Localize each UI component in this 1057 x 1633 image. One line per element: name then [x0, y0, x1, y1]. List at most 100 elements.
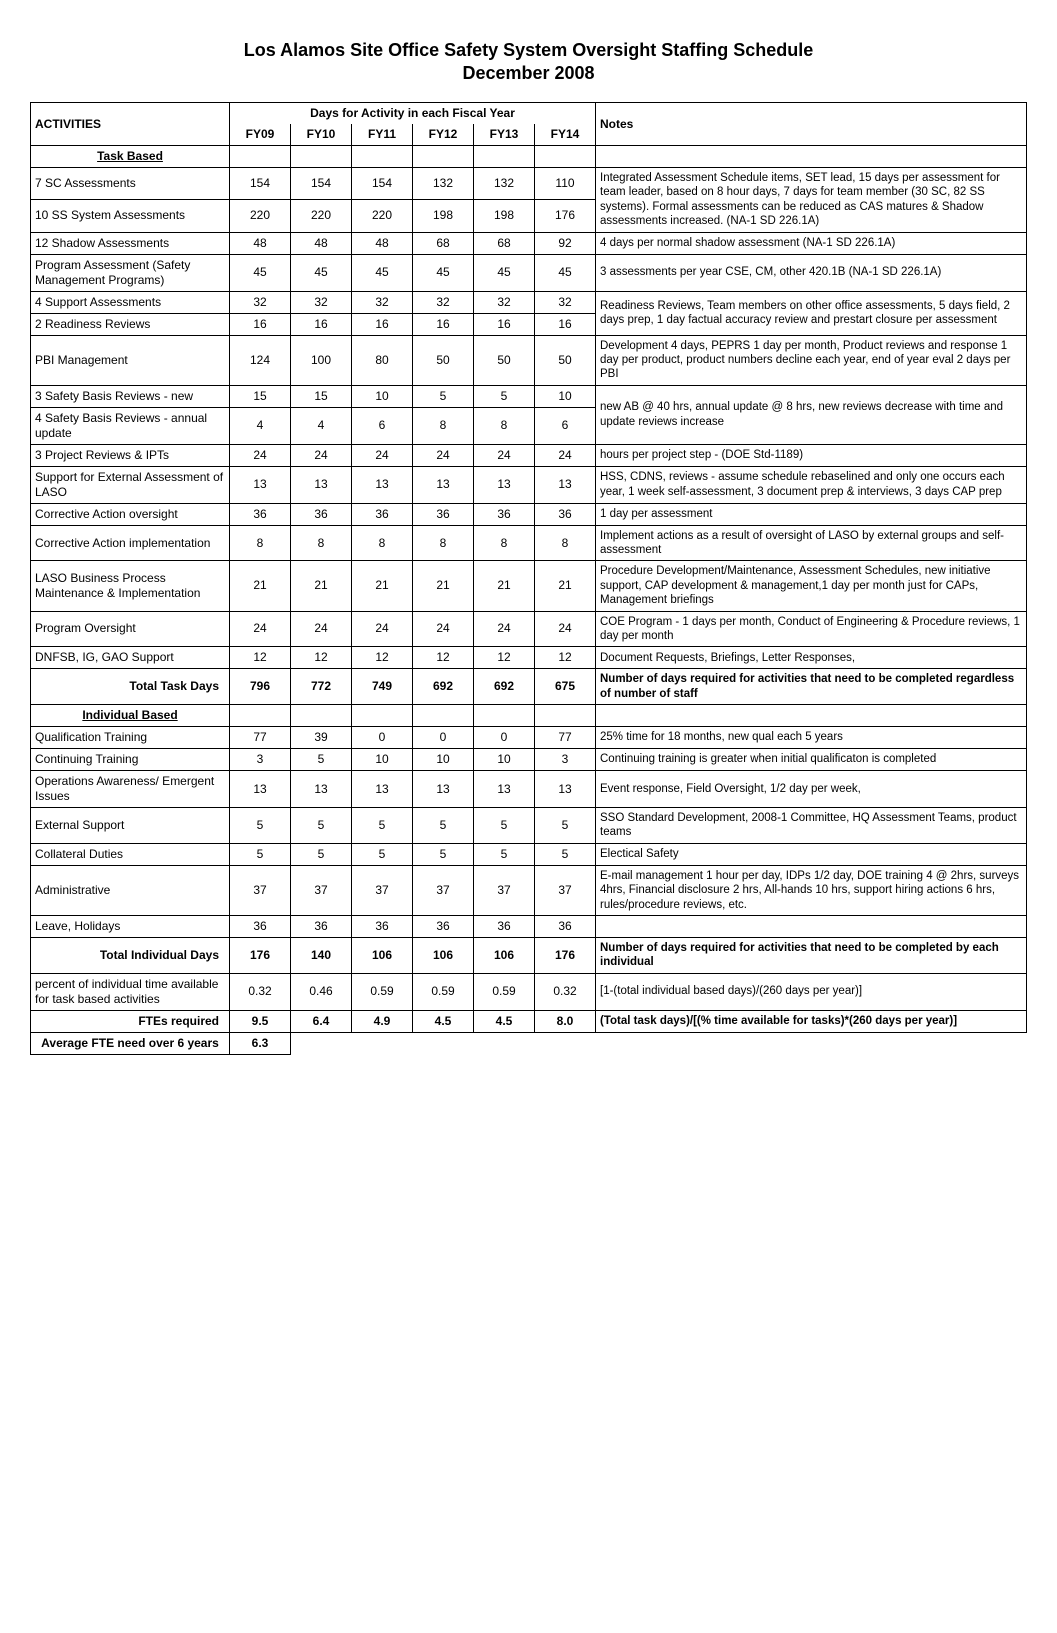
empty-cell: [596, 1032, 1027, 1054]
notes-cell: 1 day per assessment: [596, 503, 1027, 525]
value-cell: 13: [291, 466, 352, 503]
value-cell: 48: [352, 232, 413, 254]
value-cell: 32: [230, 291, 291, 313]
value-cell: 24: [230, 444, 291, 466]
value-cell: 8: [535, 525, 596, 561]
value-cell: 6: [535, 407, 596, 444]
value-cell: 16: [474, 313, 535, 335]
value-cell: 36: [413, 915, 474, 937]
value-cell: 4.5: [474, 1010, 535, 1032]
table-body: Task Based7 SC Assessments15415415413213…: [31, 146, 1027, 1055]
value-cell: 24: [413, 444, 474, 466]
notes-cell: E-mail management 1 hour per day, IDPs 1…: [596, 865, 1027, 915]
col-activities: ACTIVITIES: [31, 103, 230, 146]
value-cell: 45: [474, 254, 535, 291]
value-cell: 0.46: [291, 973, 352, 1010]
value-cell: 16: [535, 313, 596, 335]
activity-cell: External Support: [31, 808, 230, 844]
notes-cell: hours per project step - (DOE Std-1189): [596, 444, 1027, 466]
value-cell: 220: [230, 200, 291, 232]
value-cell: 5: [535, 843, 596, 865]
value-cell: 24: [474, 444, 535, 466]
value-cell: 106: [352, 937, 413, 973]
empty-cell: [413, 1032, 474, 1054]
value-cell: 15: [230, 385, 291, 407]
value-cell: 13: [474, 771, 535, 808]
col-fy-super: Days for Activity in each Fiscal Year: [230, 103, 596, 125]
value-cell: 772: [291, 669, 352, 705]
value-cell: 0.32: [535, 973, 596, 1010]
activity-cell: Program Assessment (Safety Management Pr…: [31, 254, 230, 291]
value-cell: 45: [413, 254, 474, 291]
value-cell: 21: [230, 561, 291, 611]
value-cell: 13: [413, 771, 474, 808]
empty-cell: [230, 146, 291, 168]
notes-cell: new AB @ 40 hrs, annual update @ 8 hrs, …: [596, 385, 1027, 444]
notes-cell: Integrated Assessment Schedule items, SE…: [596, 168, 1027, 233]
value-cell: 5: [474, 843, 535, 865]
value-cell: 21: [474, 561, 535, 611]
notes-cell: [1-(total individual based days)/(260 da…: [596, 973, 1027, 1010]
value-cell: 4: [291, 407, 352, 444]
activity-cell: Collateral Duties: [31, 843, 230, 865]
value-cell: 45: [352, 254, 413, 291]
value-cell: 77: [230, 727, 291, 749]
empty-cell: [230, 705, 291, 727]
value-cell: 13: [230, 466, 291, 503]
value-cell: 16: [352, 313, 413, 335]
activity-cell: Operations Awareness/ Emergent Issues: [31, 771, 230, 808]
value-cell: 0.59: [352, 973, 413, 1010]
value-cell: 5: [352, 808, 413, 844]
value-cell: 36: [352, 915, 413, 937]
empty-cell: [535, 1032, 596, 1054]
value-cell: 39: [291, 727, 352, 749]
notes-cell: 3 assessments per year CSE, CM, other 42…: [596, 254, 1027, 291]
value-cell: 45: [535, 254, 596, 291]
value-cell: 100: [291, 335, 352, 385]
value-cell: 36: [291, 915, 352, 937]
value-cell: 6: [352, 407, 413, 444]
activity-cell: Qualification Training: [31, 727, 230, 749]
notes-cell: Procedure Development/Maintenance, Asses…: [596, 561, 1027, 611]
col-fy11: FY11: [352, 124, 413, 146]
value-cell: 5: [352, 843, 413, 865]
value-cell: 21: [413, 561, 474, 611]
value-cell: 15: [291, 385, 352, 407]
value-cell: 0: [474, 727, 535, 749]
value-cell: 36: [230, 915, 291, 937]
value-cell: 6.4: [291, 1010, 352, 1032]
value-cell: 32: [291, 291, 352, 313]
value-cell: 749: [352, 669, 413, 705]
empty-cell: [291, 705, 352, 727]
value-cell: 124: [230, 335, 291, 385]
value-cell: 0.32: [230, 973, 291, 1010]
value-cell: 13: [413, 466, 474, 503]
value-cell: 5: [230, 808, 291, 844]
empty-cell: [413, 146, 474, 168]
value-cell: 8: [474, 407, 535, 444]
value-cell: 4.5: [413, 1010, 474, 1032]
value-cell: 92: [535, 232, 596, 254]
value-cell: 10: [352, 749, 413, 771]
value-cell: 10: [535, 385, 596, 407]
value-cell: 36: [291, 503, 352, 525]
value-cell: 5: [413, 385, 474, 407]
value-cell: 5: [413, 808, 474, 844]
value-cell: 796: [230, 669, 291, 705]
notes-cell: Readiness Reviews, Team members on other…: [596, 291, 1027, 335]
value-cell: 3: [230, 749, 291, 771]
value-cell: 36: [535, 503, 596, 525]
value-cell: 24: [230, 611, 291, 647]
value-cell: 32: [535, 291, 596, 313]
value-cell: 13: [230, 771, 291, 808]
value-cell: 16: [291, 313, 352, 335]
value-cell: 10: [352, 385, 413, 407]
value-cell: 50: [474, 335, 535, 385]
value-cell: 5: [291, 843, 352, 865]
value-cell: 692: [474, 669, 535, 705]
value-cell: 13: [535, 466, 596, 503]
value-cell: 12: [352, 647, 413, 669]
value-cell: 10: [474, 749, 535, 771]
value-cell: 675: [535, 669, 596, 705]
value-cell: 21: [535, 561, 596, 611]
